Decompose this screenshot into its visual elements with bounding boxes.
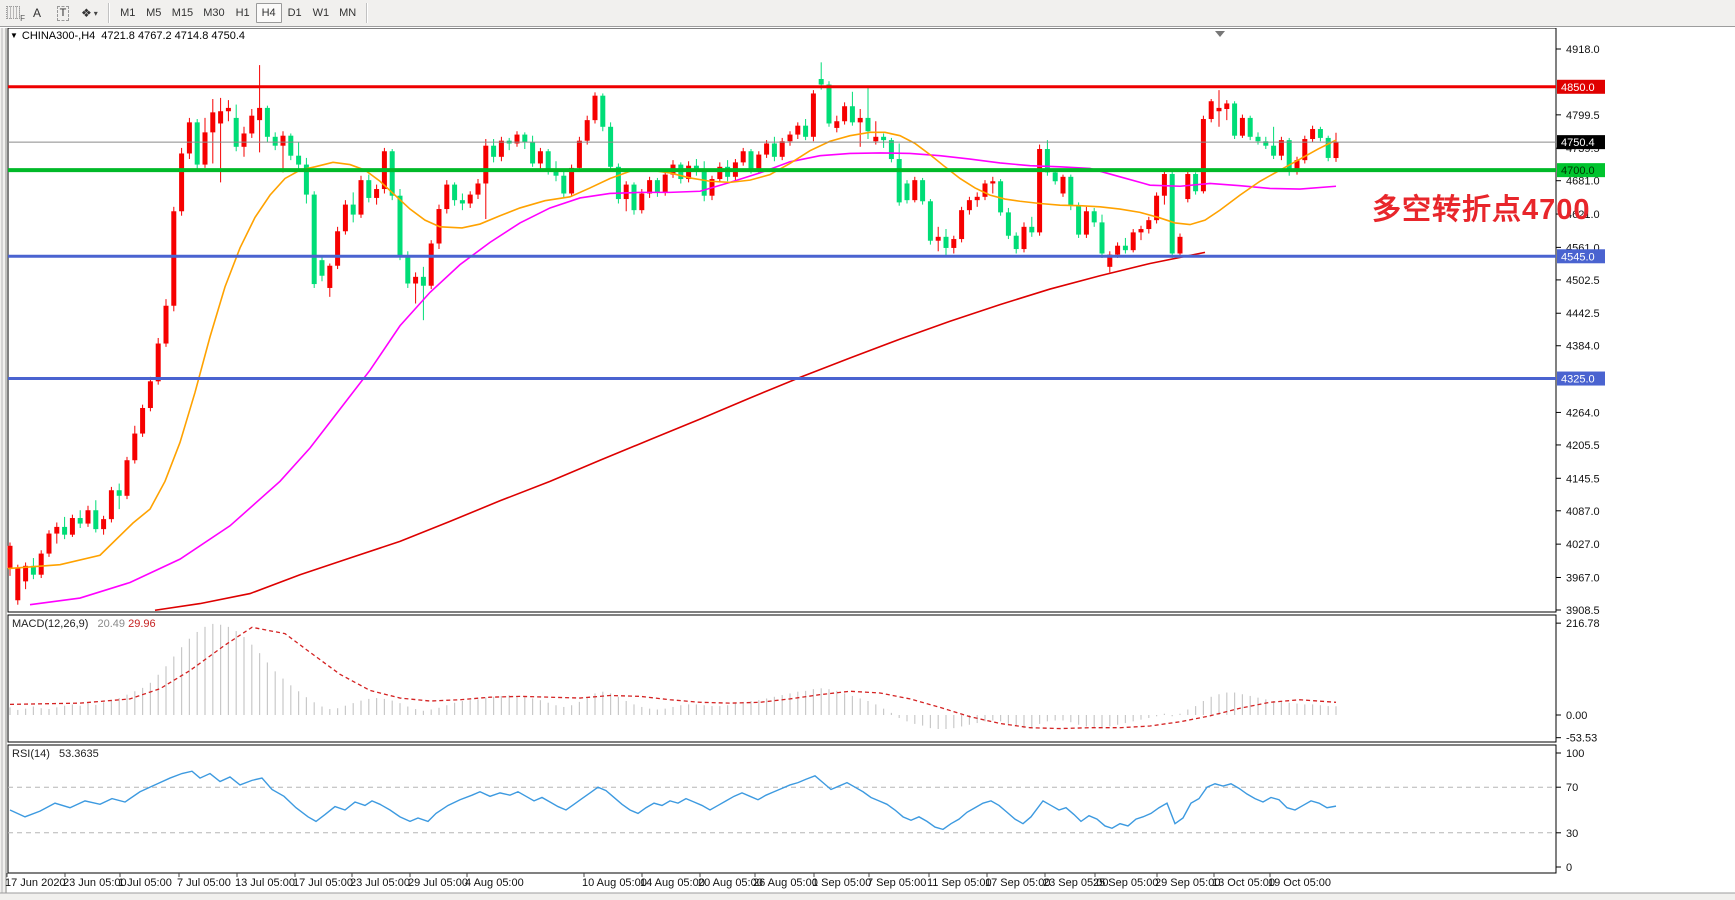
panel-frames <box>7 28 1557 874</box>
svg-text:-53.53: -53.53 <box>1566 733 1597 745</box>
svg-text:4799.5: 4799.5 <box>1566 110 1600 122</box>
svg-text:19 Oct 05:00: 19 Oct 05:00 <box>1268 877 1331 889</box>
svg-text:4145.5: 4145.5 <box>1566 473 1600 485</box>
svg-text:4918.0: 4918.0 <box>1566 44 1600 56</box>
price-annotation-text[interactable]: 多空转折点4700 <box>1372 194 1591 226</box>
svg-text:17 Jun 2020: 17 Jun 2020 <box>5 877 66 889</box>
price-badges[interactable]: 4850.0 4750.4 4700.0 4545.0 4325.0 <box>1557 79 1605 386</box>
svg-text:4325.0: 4325.0 <box>1561 374 1595 386</box>
svg-text:3967.0: 3967.0 <box>1566 572 1600 584</box>
svg-text:4264.0: 4264.0 <box>1566 407 1600 419</box>
timeframe-button-D1[interactable]: D1 <box>282 3 308 23</box>
rsi-panel <box>8 770 1556 834</box>
toolbar-separator <box>107 3 110 23</box>
svg-text:23 Jun 05:00: 23 Jun 05:00 <box>63 877 127 889</box>
svg-text:4442.5: 4442.5 <box>1566 308 1600 320</box>
svg-text:13 Jul 05:00: 13 Jul 05:00 <box>235 877 295 889</box>
svg-text:17 Jul 05:00: 17 Jul 05:00 <box>293 877 353 889</box>
symbol-timeframe-label: CHINA300-,H4 <box>21 30 96 42</box>
timeframe-button-M1[interactable]: M1 <box>115 3 141 23</box>
svg-text:0: 0 <box>1566 862 1572 874</box>
macd-panel <box>9 623 1337 730</box>
rsi-value: 53.3635 <box>58 748 99 760</box>
drawing-tool-buttons: A T ❖ ▾ <box>24 3 103 23</box>
price-badge-4850.0[interactable] <box>1557 79 1605 94</box>
svg-text:216.78: 216.78 <box>1566 618 1600 630</box>
svg-text:23 Jul 05:00: 23 Jul 05:00 <box>350 877 410 889</box>
grid-icon-letter: F <box>20 14 25 23</box>
chart-shift-marker-icon[interactable] <box>1215 31 1225 37</box>
timeframe-button-M5[interactable]: M5 <box>141 3 167 23</box>
svg-text:7 Jul 05:00: 7 Jul 05:00 <box>177 877 231 889</box>
svg-text:14 Aug 05:00: 14 Aug 05:00 <box>640 877 705 889</box>
macd-name: MACD(12,26,9) <box>12 618 89 630</box>
toolbar: F A T ❖ ▾ M1 M5 M15 M30 H1 H4 D1 W1 MN <box>0 0 1735 27</box>
svg-text:1 Sep 05:00: 1 Sep 05:00 <box>812 877 871 889</box>
svg-text:4750.4: 4750.4 <box>1561 137 1595 149</box>
window-chrome <box>0 28 1735 900</box>
svg-text:4087.0: 4087.0 <box>1566 506 1600 518</box>
timeframe-buttons: M1 M5 M15 M30 H1 H4 D1 W1 MN <box>115 3 361 23</box>
price-badge-4700.0[interactable] <box>1557 163 1605 178</box>
svg-text:17 Sep 05:00: 17 Sep 05:00 <box>985 877 1050 889</box>
price-badge-4750.4[interactable] <box>1557 135 1605 150</box>
svg-text:10 Aug 05:00: 10 Aug 05:00 <box>582 877 647 889</box>
ma-slow-red <box>154 251 1206 612</box>
svg-text:4205.5: 4205.5 <box>1566 440 1600 452</box>
svg-text:4545.0: 4545.0 <box>1561 251 1595 263</box>
timeframe-button-M30[interactable]: M30 <box>198 3 229 23</box>
svg-text:3908.5: 3908.5 <box>1566 605 1600 617</box>
svg-text:4681.0: 4681.0 <box>1566 176 1600 188</box>
price-badge-4545.0[interactable] <box>1557 249 1605 264</box>
chevron-down-icon[interactable]: ▼ <box>10 31 18 40</box>
svg-text:13 Oct 05:00: 13 Oct 05:00 <box>1212 877 1275 889</box>
svg-text:4850.0: 4850.0 <box>1561 82 1595 94</box>
ohlc-values: 4721.8 4767.2 4714.8 4750.4 <box>101 30 246 42</box>
toolbar-separator <box>366 3 369 23</box>
svg-text:4 Aug 05:00: 4 Aug 05:00 <box>465 877 524 889</box>
timeframe-button-MN[interactable]: MN <box>334 3 361 23</box>
timeframe-button-H4[interactable]: H4 <box>255 3 282 23</box>
crosshair-grid-icon[interactable]: F <box>4 5 25 23</box>
macd-indicator-label: MACD(12,26,9) 20.49 29.96 <box>12 618 156 630</box>
svg-text:4027.0: 4027.0 <box>1566 539 1600 551</box>
svg-text:25 Sep 05:00: 25 Sep 05:00 <box>1093 877 1158 889</box>
rsi-name: RSI(14) <box>12 748 50 760</box>
shift-marker[interactable] <box>1215 31 1225 37</box>
svg-text:4700.0: 4700.0 <box>1561 165 1595 177</box>
svg-text:29 Sep 05:00: 29 Sep 05:00 <box>1155 877 1220 889</box>
svg-text:30: 30 <box>1566 828 1578 840</box>
svg-text:4502.5: 4502.5 <box>1566 275 1600 287</box>
timeframe-button-H1[interactable]: H1 <box>230 3 256 23</box>
dropdown-caret-icon: ▾ <box>93 8 98 18</box>
svg-text:23 Sep 05:00: 23 Sep 05:00 <box>1043 877 1108 889</box>
svg-text:4384.0: 4384.0 <box>1566 341 1600 353</box>
price-badge-4325.0[interactable] <box>1557 371 1605 386</box>
macd-main-value: 20.49 <box>97 618 126 630</box>
svg-text:70: 70 <box>1566 782 1578 794</box>
svg-text:20 Aug 05:00: 20 Aug 05:00 <box>698 877 763 889</box>
svg-text:1 Jul 05:00: 1 Jul 05:00 <box>118 877 172 889</box>
horizontal-lines[interactable] <box>8 85 1556 381</box>
chart-header: ▼ CHINA300-,H4 4721.8 4767.2 4714.8 4750.4 <box>10 30 245 42</box>
rsi-indicator-label: RSI(14) 53.3635 <box>12 748 99 760</box>
ma-fast-orange <box>7 131 1337 570</box>
svg-text:100: 100 <box>1566 748 1584 760</box>
svg-text:4621.0: 4621.0 <box>1566 209 1600 221</box>
grid-icon <box>6 6 20 19</box>
svg-text:7 Sep 05:00: 7 Sep 05:00 <box>867 877 926 889</box>
cursor-tool-button[interactable]: A <box>25 3 49 23</box>
svg-text:26 Aug 05:00: 26 Aug 05:00 <box>753 877 818 889</box>
timeframe-button-M15[interactable]: M15 <box>167 3 198 23</box>
svg-text:0.00: 0.00 <box>1566 710 1587 722</box>
shapes-tool-button[interactable]: ❖ ▾ <box>77 3 102 23</box>
svg-text:11 Sep 05:00: 11 Sep 05:00 <box>927 877 992 889</box>
svg-text:29 Jul 05:00: 29 Jul 05:00 <box>408 877 468 889</box>
timeframe-button-W1[interactable]: W1 <box>308 3 335 23</box>
text-tool-button[interactable]: T <box>51 3 75 23</box>
macd-signal-value: 29.96 <box>128 618 156 630</box>
